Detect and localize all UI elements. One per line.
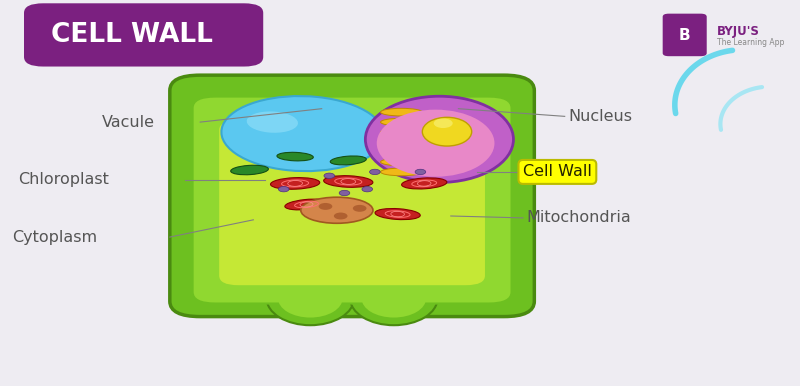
Ellipse shape: [324, 176, 373, 187]
Ellipse shape: [270, 178, 320, 189]
Ellipse shape: [381, 118, 422, 126]
Ellipse shape: [381, 128, 422, 136]
Ellipse shape: [350, 272, 438, 325]
FancyBboxPatch shape: [193, 96, 511, 303]
Ellipse shape: [381, 168, 422, 176]
Text: Nucleus: Nucleus: [569, 109, 633, 124]
Ellipse shape: [277, 152, 314, 161]
Text: The Learning App: The Learning App: [717, 38, 784, 47]
Text: Cytoplasm: Cytoplasm: [13, 230, 98, 245]
Text: CELL WALL: CELL WALL: [50, 22, 213, 48]
Ellipse shape: [381, 108, 422, 116]
Circle shape: [334, 213, 347, 220]
Ellipse shape: [222, 96, 384, 171]
Circle shape: [362, 186, 373, 192]
Ellipse shape: [375, 208, 420, 220]
Ellipse shape: [422, 117, 472, 146]
FancyBboxPatch shape: [219, 120, 485, 285]
Circle shape: [370, 169, 380, 174]
Text: Mitochondria: Mitochondria: [526, 210, 631, 225]
Ellipse shape: [366, 96, 514, 183]
Text: Cell Wall: Cell Wall: [523, 164, 592, 179]
Circle shape: [415, 169, 426, 174]
Ellipse shape: [301, 197, 373, 223]
Ellipse shape: [381, 148, 422, 156]
Ellipse shape: [230, 165, 268, 175]
Circle shape: [278, 186, 289, 192]
Text: BYJU'S: BYJU'S: [717, 25, 759, 38]
Ellipse shape: [402, 178, 447, 189]
Ellipse shape: [330, 156, 366, 165]
Ellipse shape: [381, 138, 422, 146]
Ellipse shape: [434, 119, 453, 128]
Circle shape: [318, 203, 332, 210]
FancyBboxPatch shape: [662, 14, 706, 56]
Ellipse shape: [377, 110, 494, 177]
Text: Vacule: Vacule: [102, 115, 154, 130]
Ellipse shape: [381, 158, 422, 166]
Ellipse shape: [278, 279, 342, 318]
Circle shape: [339, 190, 350, 196]
FancyBboxPatch shape: [170, 75, 534, 317]
Circle shape: [353, 205, 366, 212]
Ellipse shape: [362, 279, 426, 318]
Ellipse shape: [285, 199, 328, 210]
Ellipse shape: [266, 272, 354, 325]
Ellipse shape: [246, 112, 298, 133]
Text: B: B: [679, 28, 690, 42]
Text: Chloroplast: Chloroplast: [18, 172, 109, 187]
FancyBboxPatch shape: [24, 3, 263, 66]
Circle shape: [324, 173, 334, 178]
